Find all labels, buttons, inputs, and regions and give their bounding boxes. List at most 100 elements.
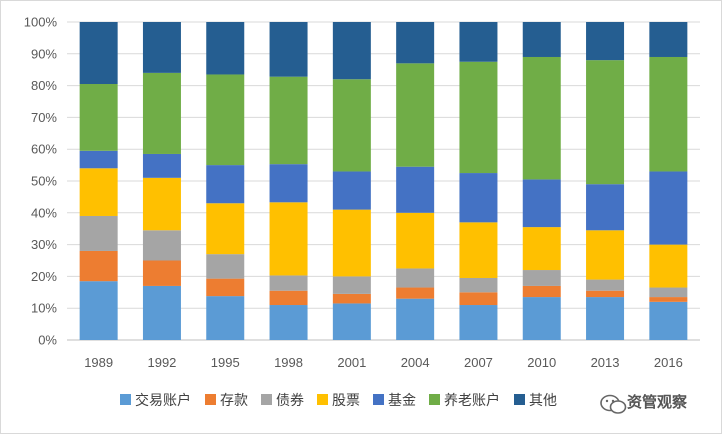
watermark-label: 资管观察 (627, 393, 688, 411)
x-tick-label: 2016 (654, 355, 683, 370)
bar-segment (206, 203, 245, 255)
bar-segment (586, 60, 625, 185)
bar-segment (522, 56, 561, 180)
bar-segment (586, 22, 625, 61)
bar-segment (269, 275, 308, 291)
legend-swatch (317, 394, 328, 405)
y-tick-label: 30% (31, 237, 57, 252)
bar-segment (79, 22, 118, 85)
bar-segment (332, 22, 371, 80)
bar-segment (142, 230, 181, 261)
y-tick-label: 10% (31, 301, 57, 316)
bar-segment (206, 278, 245, 297)
bar-segment (79, 168, 118, 216)
bar-segment (332, 209, 371, 277)
bar-segment (459, 292, 498, 306)
bar-segment (79, 150, 118, 169)
bar-segment (649, 56, 688, 172)
legend-swatch (373, 394, 384, 405)
bar-segment (206, 22, 245, 75)
bar-segment (79, 215, 118, 251)
legend-label: 交易账户 (135, 392, 191, 409)
bar-segment (269, 202, 308, 276)
bar-segment (142, 72, 181, 154)
bar-segment (332, 303, 371, 340)
y-tick-label: 70% (31, 110, 57, 125)
bar-segment (522, 179, 561, 228)
bar-segment (206, 165, 245, 204)
legend-swatch (120, 394, 131, 405)
bar-segment (142, 177, 181, 231)
bar-segment (522, 285, 561, 298)
bar-segment (586, 230, 625, 280)
bar-segment (522, 227, 561, 271)
x-tick-label: 1995 (211, 355, 240, 370)
bar-segment (396, 212, 435, 269)
bar-segment (206, 74, 245, 166)
legend-label: 其他 (529, 393, 557, 409)
y-tick-label: 90% (31, 46, 57, 61)
y-tick-label: 100% (24, 15, 58, 30)
bar-segment (459, 222, 498, 278)
bar-segment (269, 290, 308, 306)
legend-label: 债券 (276, 393, 304, 409)
bar-segment (206, 254, 245, 279)
bar-segment (459, 173, 498, 223)
y-tick-label: 20% (31, 269, 57, 284)
x-tick-label: 1998 (274, 355, 303, 370)
bar-segment (522, 297, 561, 340)
legend-label: 基金 (388, 392, 416, 409)
bar-segment (142, 22, 181, 73)
y-tick-label: 0% (38, 333, 57, 348)
bar-segment (206, 296, 245, 340)
bar-segment (142, 153, 181, 178)
bar-segment (649, 297, 688, 302)
bar-segment (649, 287, 688, 298)
bar-segment (586, 290, 625, 298)
bar-segment (459, 277, 498, 293)
bar-segment (332, 293, 371, 304)
bar-segment (332, 276, 371, 294)
y-tick-label: 50% (31, 174, 57, 189)
bar-segment (142, 285, 181, 340)
x-tick-label: 1989 (84, 355, 113, 370)
bar-segment (396, 166, 435, 213)
wechat-logo-icon (596, 388, 718, 420)
x-tick-label: 1992 (147, 355, 176, 370)
bar-segment (269, 164, 308, 203)
bar-segment (649, 244, 688, 288)
y-tick-label: 80% (31, 78, 57, 93)
bar-segment (586, 297, 625, 340)
bar-segment (79, 250, 118, 282)
legend-label: 存款 (220, 393, 248, 409)
bar-segment (269, 76, 308, 165)
bar-segment (269, 22, 308, 77)
legend-swatch (429, 394, 440, 405)
y-tick-label: 40% (31, 205, 57, 220)
bar-segment (396, 287, 435, 299)
x-axis-tick-labels: 1989 1992 1995 1998 2001 2004 2007 2010 2013 2016 (84, 355, 683, 370)
bar-segment (649, 301, 688, 340)
bar-segment (269, 305, 308, 340)
bar-segment (332, 171, 371, 210)
bar-segment (396, 22, 435, 64)
bar-segment (649, 171, 688, 245)
y-tick-label: 60% (31, 142, 57, 157)
x-tick-label: 2010 (527, 355, 556, 370)
legend-swatch (514, 394, 525, 405)
bar-segment (522, 22, 561, 57)
legend: 交易账户 存款 债券 股票 基金 养老账户 其他 (120, 392, 557, 409)
x-tick-label: 2013 (591, 355, 620, 370)
bar-segment (586, 184, 625, 231)
bar-segment (396, 268, 435, 288)
bar-segment (79, 281, 118, 340)
legend-swatch (205, 394, 216, 405)
legend-swatch (261, 394, 272, 405)
x-tick-label: 2004 (401, 355, 430, 370)
bar-segment (142, 260, 181, 286)
x-tick-label: 2007 (464, 355, 493, 370)
x-tick-label: 2001 (337, 355, 366, 370)
y-axis-tick-labels: 0% 10% 20% 30% 40% 50% 60% 70% 80% 90% 100% (24, 15, 58, 348)
legend-label: 养老账户 (444, 392, 500, 409)
